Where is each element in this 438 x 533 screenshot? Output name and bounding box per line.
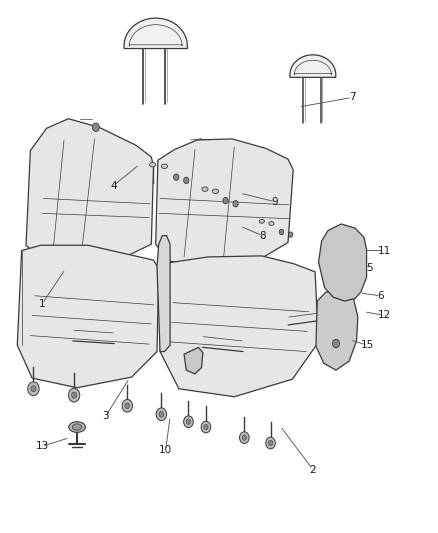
Text: 9: 9: [272, 197, 278, 207]
Circle shape: [68, 388, 80, 402]
Polygon shape: [290, 55, 336, 77]
Polygon shape: [160, 256, 318, 397]
Text: 12: 12: [378, 310, 391, 320]
Ellipse shape: [269, 222, 274, 225]
Ellipse shape: [259, 220, 265, 223]
Circle shape: [186, 419, 191, 424]
Text: 8: 8: [259, 231, 266, 241]
Ellipse shape: [72, 424, 82, 430]
Ellipse shape: [212, 189, 219, 193]
Circle shape: [122, 399, 133, 412]
Polygon shape: [26, 119, 153, 260]
Polygon shape: [124, 18, 187, 49]
Polygon shape: [318, 224, 367, 301]
Polygon shape: [184, 348, 203, 374]
Circle shape: [268, 440, 273, 446]
Circle shape: [125, 403, 130, 409]
Polygon shape: [155, 139, 293, 265]
Text: 13: 13: [35, 441, 49, 451]
Polygon shape: [316, 292, 358, 370]
Text: 1: 1: [39, 298, 46, 309]
Circle shape: [240, 432, 249, 443]
Circle shape: [279, 229, 284, 235]
Circle shape: [159, 411, 164, 417]
Circle shape: [201, 421, 211, 433]
Circle shape: [184, 177, 189, 183]
Ellipse shape: [150, 163, 155, 167]
Circle shape: [31, 386, 36, 392]
Circle shape: [233, 200, 238, 207]
Ellipse shape: [69, 422, 85, 432]
Text: 5: 5: [366, 263, 373, 272]
Circle shape: [92, 123, 99, 132]
Circle shape: [173, 174, 179, 180]
Text: 6: 6: [377, 290, 384, 301]
Circle shape: [184, 416, 193, 427]
Circle shape: [156, 408, 166, 421]
Text: 11: 11: [378, 246, 391, 255]
Text: 10: 10: [159, 445, 172, 455]
Polygon shape: [157, 236, 170, 352]
Text: 7: 7: [349, 92, 356, 102]
Circle shape: [223, 197, 228, 204]
Ellipse shape: [202, 187, 208, 191]
Text: 15: 15: [361, 340, 374, 350]
Circle shape: [242, 435, 247, 440]
Circle shape: [332, 340, 339, 348]
Circle shape: [288, 232, 293, 237]
Polygon shape: [17, 245, 159, 387]
Ellipse shape: [161, 164, 167, 168]
Circle shape: [71, 392, 77, 398]
Text: 2: 2: [310, 465, 316, 474]
Circle shape: [266, 437, 276, 449]
Circle shape: [28, 382, 39, 395]
Text: 4: 4: [110, 181, 117, 191]
Text: 3: 3: [102, 411, 109, 422]
Circle shape: [204, 424, 208, 430]
